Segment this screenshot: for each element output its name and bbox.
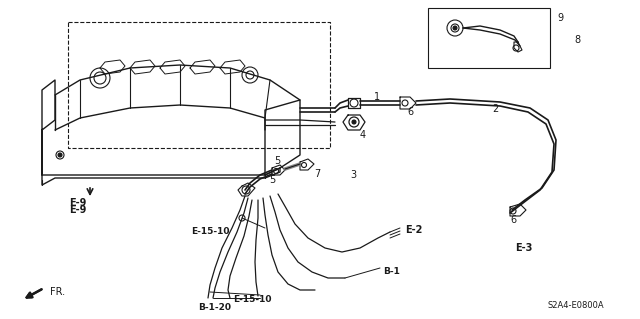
Text: 5: 5 (269, 175, 275, 185)
Text: FR.: FR. (50, 287, 65, 297)
Text: S2A4-E0800A: S2A4-E0800A (548, 300, 605, 309)
Text: B-1-20: B-1-20 (198, 303, 232, 313)
Circle shape (58, 153, 62, 157)
Text: E-9: E-9 (69, 198, 86, 208)
Text: E-15-10: E-15-10 (191, 227, 230, 236)
Text: 4: 4 (360, 130, 366, 140)
Text: E-2: E-2 (405, 225, 422, 235)
Circle shape (352, 120, 356, 124)
Text: 2: 2 (492, 104, 499, 114)
Circle shape (453, 26, 457, 30)
Text: 7: 7 (314, 169, 320, 179)
Text: E-15-10: E-15-10 (233, 295, 271, 305)
Text: B-1: B-1 (383, 268, 400, 277)
Text: 8: 8 (574, 35, 580, 45)
Text: E-3: E-3 (515, 243, 532, 253)
Text: 1: 1 (374, 92, 380, 102)
Text: 5: 5 (274, 156, 280, 166)
Text: 9: 9 (557, 13, 563, 23)
Text: 6: 6 (510, 215, 516, 225)
Text: E-9: E-9 (69, 205, 86, 215)
Text: 3: 3 (350, 170, 356, 180)
Text: 6: 6 (407, 107, 413, 117)
Bar (428, 8, 550, 68)
